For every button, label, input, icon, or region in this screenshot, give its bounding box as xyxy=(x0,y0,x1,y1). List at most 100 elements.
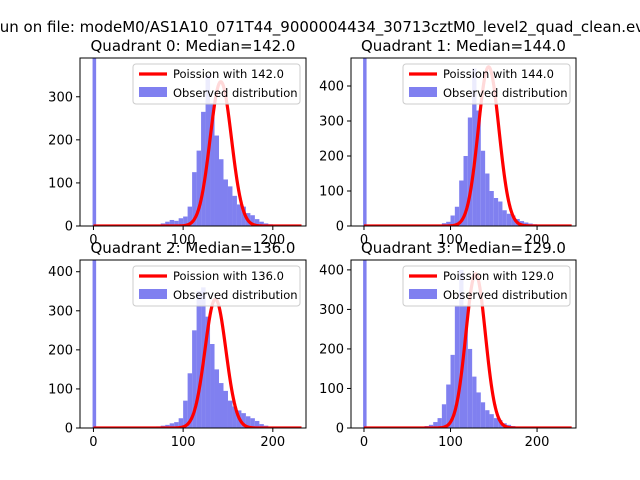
y-tick-label: 300 xyxy=(48,90,73,105)
x-tick-label: 0 xyxy=(360,435,368,450)
legend: Poission with 142.0 Observed distribution xyxy=(132,63,301,105)
hist-bar xyxy=(480,150,486,226)
y-tick-label: 300 xyxy=(319,303,344,318)
legend-box xyxy=(402,63,571,105)
y-tick-label: 0 xyxy=(65,422,73,437)
hist-bar xyxy=(506,213,512,226)
y-tick-label: 200 xyxy=(319,150,344,165)
hist-bar xyxy=(241,206,246,226)
hist-bar xyxy=(232,406,237,428)
hist-bar xyxy=(472,68,477,226)
axes-frame xyxy=(79,57,307,227)
x-tick-label: 100 xyxy=(171,435,196,450)
legend-hist-swatch xyxy=(409,87,437,97)
legend: Poission with 144.0 Observed distribution xyxy=(402,63,571,105)
hist-bar xyxy=(227,400,233,428)
hist-bar xyxy=(183,400,188,428)
hist-bar-zero xyxy=(92,58,97,226)
hist-bar xyxy=(467,348,473,428)
hist-bar xyxy=(454,305,460,428)
poisson-fit-line xyxy=(363,65,573,226)
quadrant-0-title: Quadrant 0: Median=142.0 xyxy=(91,37,296,55)
hist-bar xyxy=(459,180,464,226)
plot-area xyxy=(363,260,573,428)
hist-bar xyxy=(241,413,246,428)
legend-hist-swatch xyxy=(409,289,437,299)
hist-bar xyxy=(250,215,255,226)
figure-title: Run on file: modeM0/AS1A10_071T44_900000… xyxy=(0,18,640,37)
hist-bar xyxy=(183,216,188,226)
hist-bar xyxy=(441,404,447,428)
hist-bar xyxy=(254,219,260,226)
hist-bar xyxy=(187,373,193,428)
quadrant-3-title: Quadrant 3: Median=129.0 xyxy=(361,239,566,257)
legend: Poission with 129.0 Observed distribution xyxy=(402,265,571,307)
legend-fit-label: Poission with 142.0 xyxy=(173,67,284,81)
hist-bar xyxy=(227,186,233,226)
hist-bar xyxy=(178,218,184,226)
hist-bar xyxy=(165,221,170,226)
x-tick-label: 0 xyxy=(89,435,97,450)
hist-bar xyxy=(476,392,481,428)
hist-bar xyxy=(511,215,516,226)
hist-bar xyxy=(174,220,179,226)
hist-bar xyxy=(214,135,220,226)
legend-box xyxy=(402,265,571,307)
legend-hist-label: Observed distribution xyxy=(173,86,298,100)
hist-bar xyxy=(480,402,486,428)
legend-hist-swatch xyxy=(139,87,167,97)
hist-bar xyxy=(169,219,175,226)
hist-bar xyxy=(232,195,237,226)
x-tick-label: 200 xyxy=(260,435,285,450)
y-tick-label: 200 xyxy=(319,342,344,357)
hist-bar xyxy=(493,198,499,226)
hist-bar xyxy=(223,179,228,226)
legend-fit-label: Poission with 136.0 xyxy=(173,269,284,283)
hist-bar xyxy=(210,103,215,226)
hist-bar xyxy=(489,191,494,226)
hist-bar xyxy=(214,369,220,428)
x-tick-label: 100 xyxy=(438,435,463,450)
y-tick-label: 400 xyxy=(319,263,344,278)
y-tick-label: 400 xyxy=(48,265,73,280)
hist-bar xyxy=(485,173,490,226)
hist-bar xyxy=(196,291,202,428)
hist-bar xyxy=(192,172,197,226)
hist-bar xyxy=(201,111,206,226)
x-tick-label: 100 xyxy=(438,233,463,248)
poisson-fit-line xyxy=(92,297,303,428)
quadrant-3-chart: 0 100 200 0 100 200 300 400 Quadrant 3: Median=1… xyxy=(319,239,577,450)
hist-bar xyxy=(454,206,460,226)
legend: Poission with 136.0 Observed distribution xyxy=(132,265,301,307)
hist-bar xyxy=(493,418,499,428)
y-tick-label: 300 xyxy=(319,115,344,130)
hist-bar xyxy=(178,418,184,428)
legend-hist-label: Observed distribution xyxy=(173,288,298,302)
legend-box xyxy=(132,265,301,307)
hist-bar xyxy=(259,221,264,226)
hist-bar xyxy=(485,410,490,428)
y-tick-label: 100 xyxy=(48,176,73,191)
hist-bar xyxy=(498,201,503,226)
hist-bar xyxy=(463,156,468,226)
axes-frame xyxy=(350,57,577,227)
quadrant-2-chart: 0 100 200 0 100 200 300 400 Quadrant 2: Median=1… xyxy=(48,239,307,450)
x-tick-label: 0 xyxy=(360,233,368,248)
x-tick-label: 0 xyxy=(89,233,97,248)
legend-box xyxy=(132,63,301,105)
hist-bar xyxy=(450,215,455,226)
axes-frame xyxy=(79,259,307,429)
plot-area xyxy=(363,58,573,226)
hist-bar xyxy=(446,221,451,226)
hist-bar xyxy=(489,414,494,428)
hist-bar xyxy=(463,305,468,428)
y-tick-label: 400 xyxy=(319,80,344,95)
hist-bar xyxy=(205,316,211,428)
hist-bar xyxy=(476,110,481,226)
hist-bar-zero xyxy=(363,260,367,428)
hist-bar xyxy=(467,117,473,226)
poisson-fit-line xyxy=(363,272,573,428)
hist-bar xyxy=(259,424,264,428)
y-tick-label: 100 xyxy=(319,382,344,397)
hist-bar xyxy=(450,354,455,428)
